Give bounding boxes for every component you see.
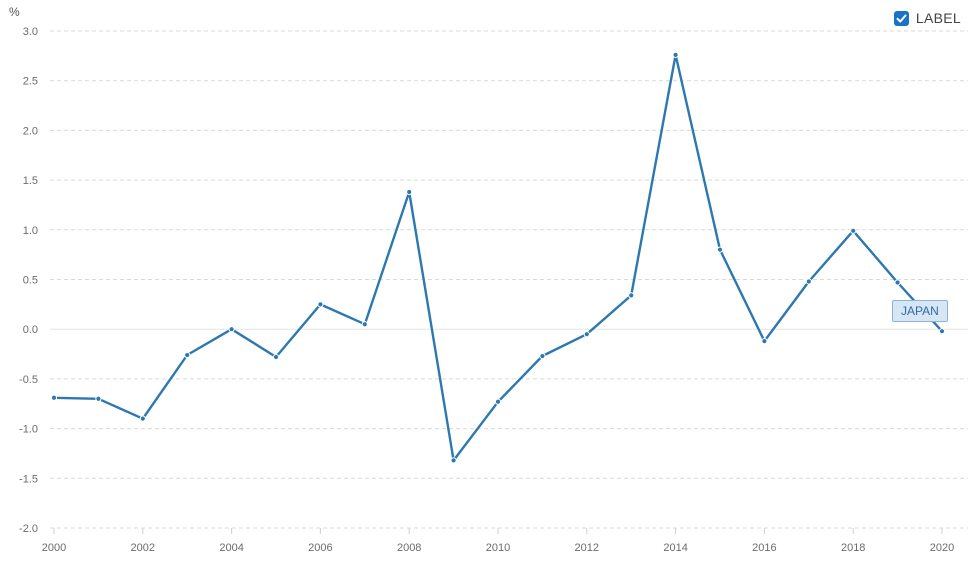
y-axis-ticks: 3.0 2.5 2.0 1.5 1.0 0.5 0.0 -0.5 -1.0 -1.5 -2.0 [19,26,38,535]
x-tick-label: 2020 [930,542,954,554]
x-tick-label: 2004 [219,542,243,554]
series-japan [50,51,946,464]
x-axis-ticks: 2000 2002 2004 2006 2008 2010 2012 2014 2016 2018… [42,528,954,554]
x-tick-label: 2002 [131,542,155,554]
data-point[interactable] [894,279,901,286]
y-tick-label: 1.5 [23,175,38,187]
gridlines [50,30,968,529]
data-point[interactable] [139,415,146,422]
checkbox-checked-icon[interactable] [893,10,909,26]
y-tick-label: 1.0 [23,225,38,237]
x-tick-label: 2006 [308,542,332,554]
x-tick-label: 2014 [663,542,687,554]
x-tick-label: 2000 [42,542,66,554]
data-point[interactable] [539,352,546,360]
data-point[interactable] [672,51,679,58]
y-tick-label: 2.0 [23,125,38,137]
data-point[interactable] [450,457,457,464]
x-tick-label: 2012 [575,542,599,554]
data-point[interactable] [494,398,502,405]
data-point[interactable] [406,188,413,196]
data-point[interactable] [95,395,102,402]
data-point[interactable] [317,301,324,308]
y-tick-label: -0.5 [19,374,38,386]
data-point[interactable] [628,292,635,299]
data-point[interactable] [184,351,191,359]
data-point[interactable] [583,331,590,338]
data-point[interactable] [850,227,857,234]
x-tick-label: 2016 [752,542,776,554]
x-tick-label: 2010 [486,542,510,554]
legend-label-text: LABEL [915,10,961,26]
y-axis-unit-label: % [9,5,20,19]
y-tick-label: -2.0 [19,523,38,535]
data-point[interactable] [761,338,768,345]
checkmark-icon [896,14,907,22]
x-tick-label: 2008 [397,542,421,554]
data-point[interactable] [716,246,724,253]
data-point[interactable] [50,394,58,401]
x-tick-label: 2018 [841,542,865,554]
data-point[interactable] [805,278,812,285]
y-tick-label: 0.0 [23,324,38,336]
y-tick-label: 2.5 [23,76,38,88]
data-point[interactable] [228,326,235,333]
data-point[interactable] [938,328,946,335]
y-tick-label: -1.5 [19,473,38,485]
y-tick-label: -1.0 [19,424,38,436]
data-point[interactable] [361,321,368,328]
series-name-tag: JAPAN [892,300,948,322]
data-point[interactable] [272,353,280,361]
legend-label-toggle[interactable]: LABEL [893,10,961,26]
y-tick-label: 3.0 [23,26,38,38]
y-tick-label: 0.5 [23,275,38,287]
